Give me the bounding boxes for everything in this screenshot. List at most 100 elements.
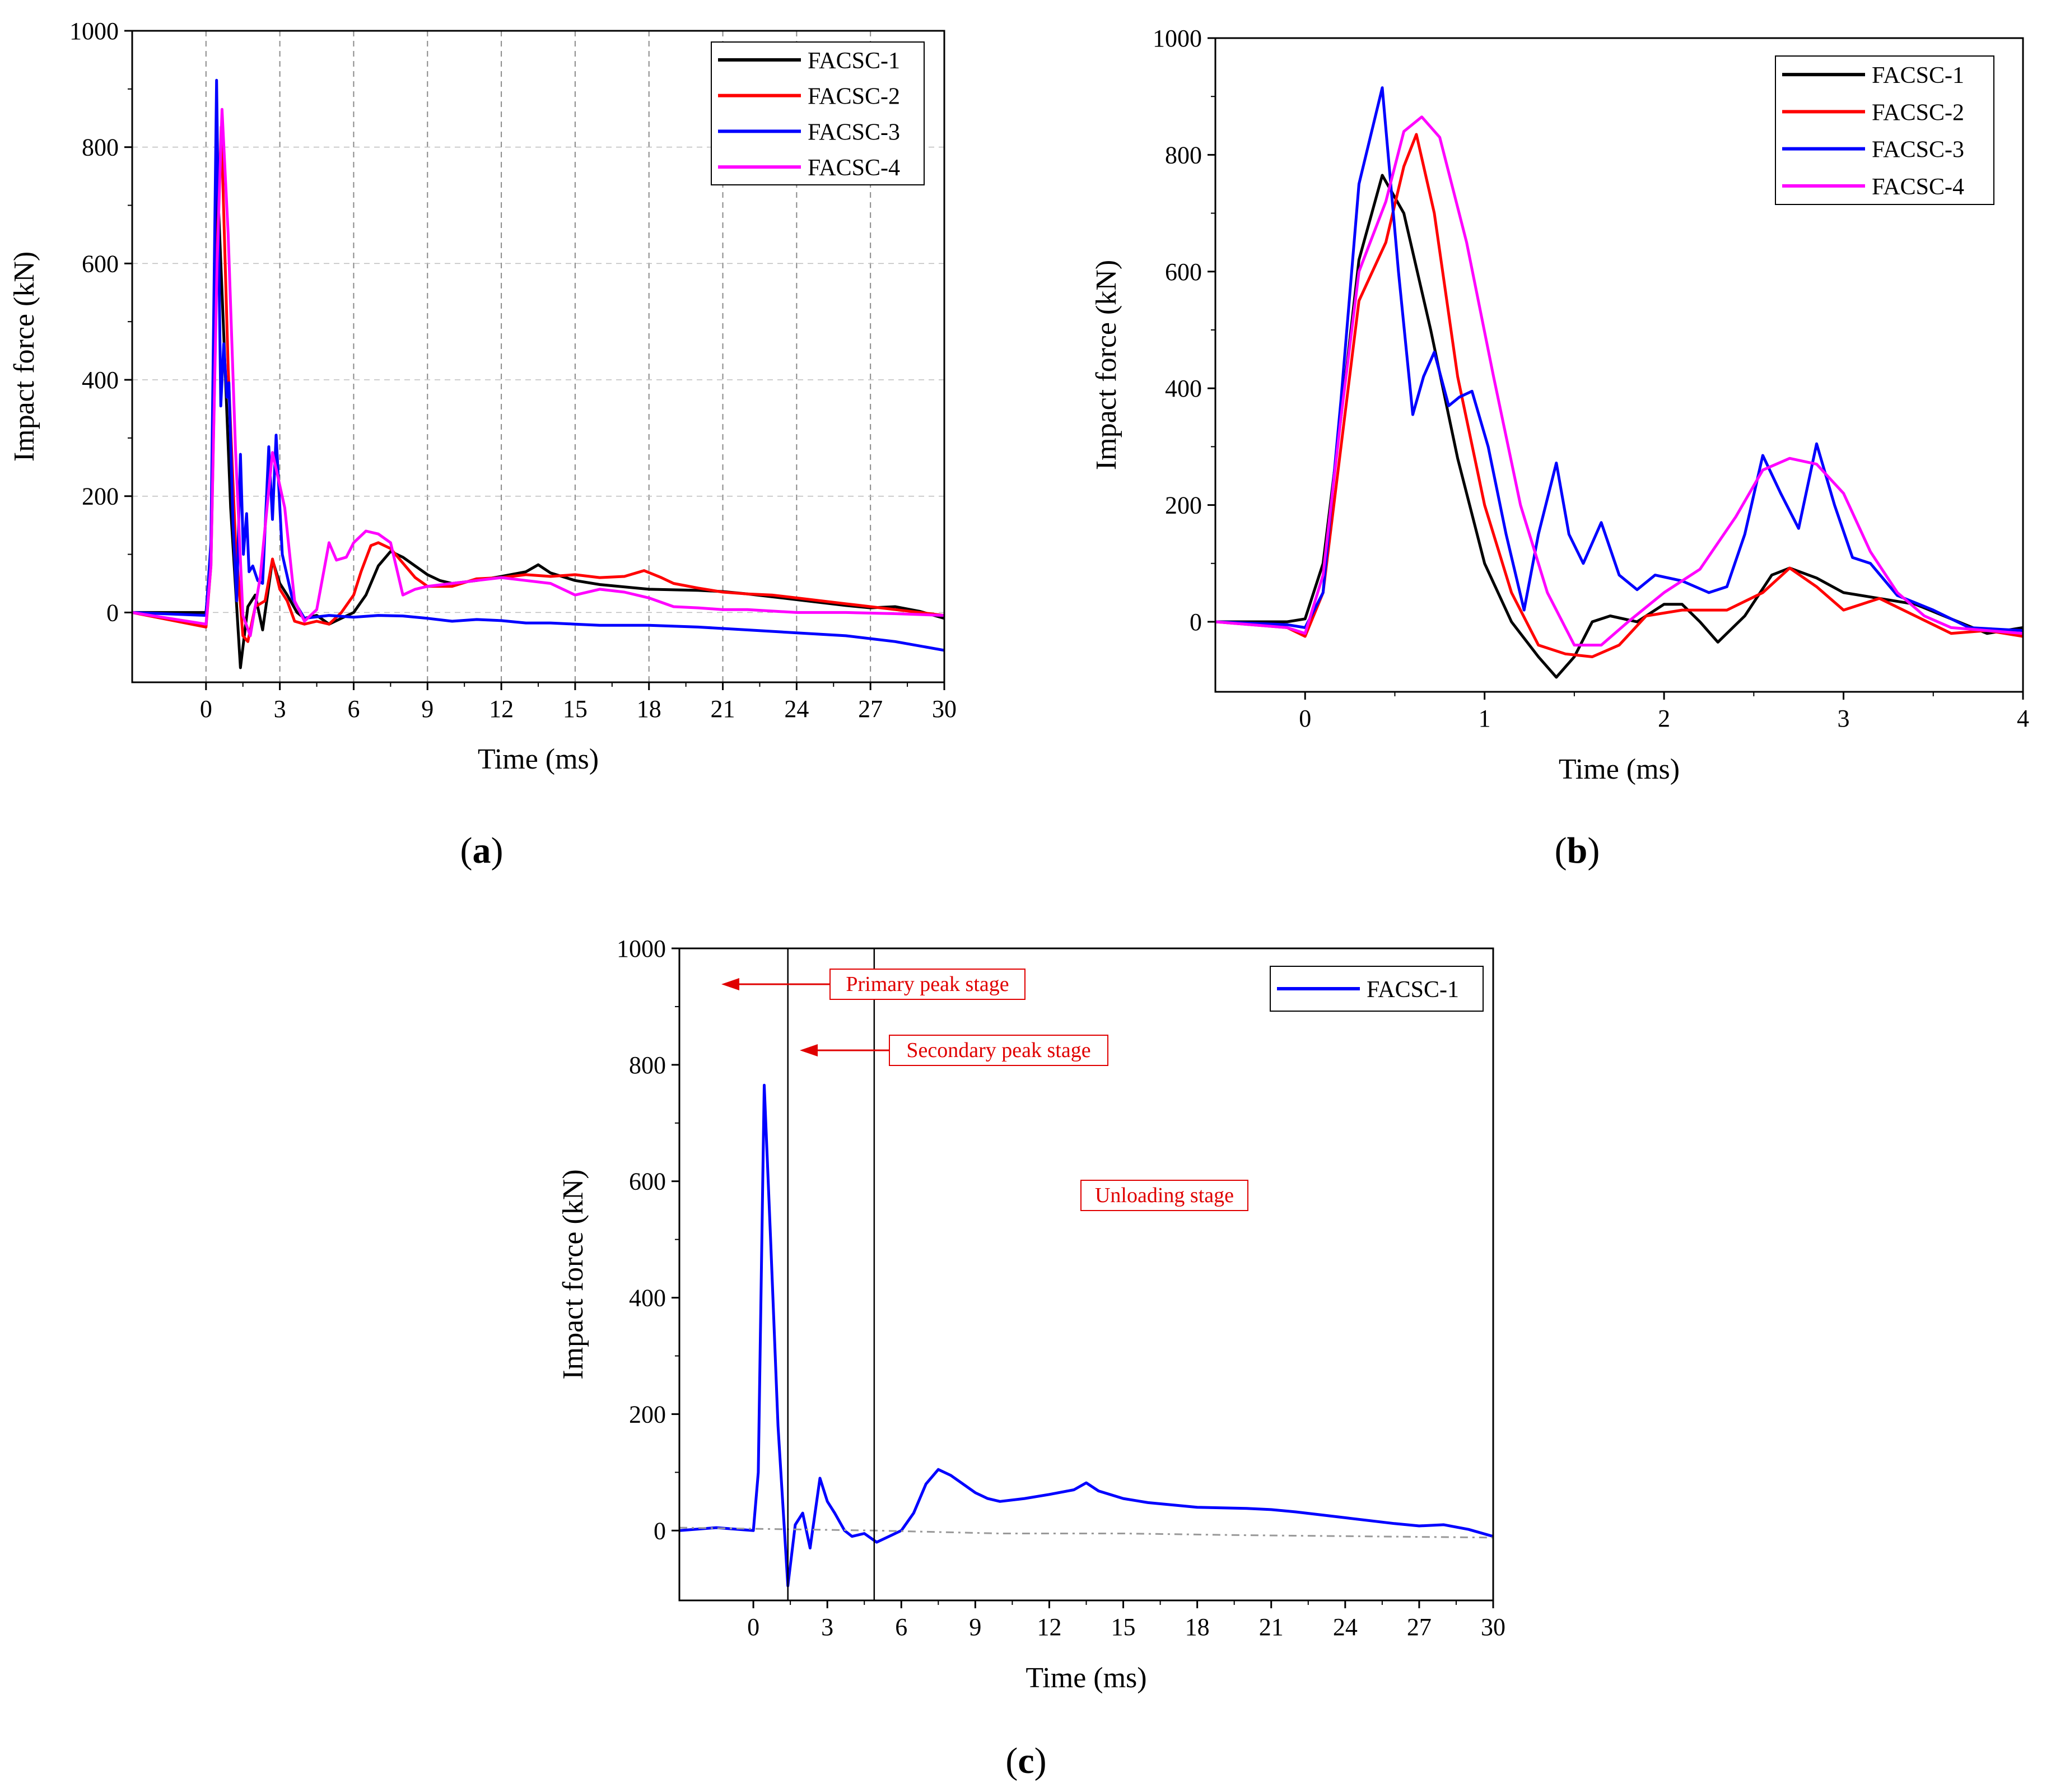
panel-a-y-tick-label-400: 400 bbox=[82, 366, 119, 394]
panel-b-label-letter: b bbox=[1567, 830, 1588, 871]
panel-b-x-tick-label-0: 0 bbox=[1299, 705, 1311, 732]
panel-a-legend-label-1: FACSC-2 bbox=[808, 84, 900, 110]
panel-a-x-tick-label-6: 6 bbox=[347, 695, 360, 723]
panel-b-y-tick-label-800: 800 bbox=[1165, 141, 1202, 169]
panel-c-annotation-box-2 bbox=[1080, 1180, 1248, 1211]
panel-a-x-tick-label-24: 24 bbox=[784, 695, 809, 723]
panel-a-x-tick-label-0: 0 bbox=[200, 695, 212, 723]
panel-a-legend-label-0: FACSC-1 bbox=[808, 48, 900, 74]
panel-c-x-axis-title: Time (ms) bbox=[1026, 1662, 1146, 1694]
panel-b: 0 1 2 3 4 0 200 400 600 800 1000 Time (ms) Impact … bbox=[1090, 25, 2029, 871]
panel-b-y-tick-label-1000: 1000 bbox=[1153, 25, 1202, 52]
panel-c-x-tick-label-24: 24 bbox=[1333, 1613, 1358, 1641]
panel-a: 0 3 6 9 12 15 18 21 24 27 30 0 200 400 600 800 1000 Time… bbox=[8, 17, 957, 871]
panel-b-plot-frame bbox=[1214, 37, 2024, 693]
panel-c-series-line-1 bbox=[679, 1526, 1493, 1539]
panel-c-y-axis-title: Impact force (kN) bbox=[557, 1169, 589, 1379]
panel-b-label: (b) bbox=[1555, 830, 1600, 871]
panel-c-x-tick-label-9: 9 bbox=[969, 1613, 981, 1641]
panel-a-axes: 0 3 6 9 12 15 18 21 24 27 30 0 200 400 600 800 1000 bbox=[69, 17, 957, 723]
panel-b-x-tick-label-3: 3 bbox=[1838, 705, 1850, 732]
panel-a-y-tick-label-600: 600 bbox=[82, 250, 119, 277]
panel-c-y-tick-label-800: 800 bbox=[629, 1051, 666, 1079]
panel-a-legend-box bbox=[711, 41, 925, 185]
panel-c-stage-lines bbox=[787, 948, 875, 1600]
panel-c-annotation-arrow-head-1 bbox=[800, 1044, 818, 1056]
panel-c-x-tick-label-6: 6 bbox=[895, 1613, 907, 1641]
panel-b-series-line-3 bbox=[1215, 115, 2023, 647]
panel-c-x-tick-label-27: 27 bbox=[1407, 1613, 1432, 1641]
panel-c-axes: 0 3 6 9 12 15 18 21 24 27 30 0 200 400 600 800 1000 bbox=[617, 935, 1505, 1641]
panel-a-series-line-2 bbox=[132, 78, 944, 652]
panel-b-legend-label-3: FACSC-4 bbox=[1872, 174, 1964, 200]
panel-b-x-tick-label-4: 4 bbox=[2017, 705, 2029, 732]
panel-c-x-tick-label-30: 30 bbox=[1481, 1613, 1505, 1641]
panel-a-legend: FACSC-1 FACSC-2 FACSC-3 FACSC-4 bbox=[711, 41, 925, 185]
panel-a-x-tick-label-18: 18 bbox=[637, 695, 661, 723]
panel-c-y-tick-label-0: 0 bbox=[654, 1517, 666, 1544]
panel-a-x-tick-label-27: 27 bbox=[858, 695, 883, 723]
panel-c-series bbox=[679, 1083, 1493, 1588]
panel-a-y-axis-title: Impact force (kN) bbox=[8, 252, 40, 462]
panel-c-annotation-label-1: Secondary peak stage bbox=[906, 1039, 1090, 1062]
panel-a-series bbox=[132, 78, 944, 669]
panel-a-legend-label-2: FACSC-3 bbox=[808, 119, 900, 145]
panel-a-x-axis-title: Time (ms) bbox=[478, 743, 599, 775]
panel-c-legend-label-0: FACSC-1 bbox=[1367, 977, 1459, 1003]
panel-c-annotations: Primary peak stage Secondary peak stage Un… bbox=[721, 969, 1248, 1211]
panel-a-series-line-3 bbox=[132, 108, 944, 637]
panel-a-label: (a) bbox=[460, 830, 504, 871]
panel-b-series-line-1 bbox=[1215, 133, 2023, 658]
panel-b-legend-box bbox=[1775, 55, 1994, 205]
panel-c-annotation-label-2: Unloading stage bbox=[1095, 1184, 1234, 1207]
panel-a-x-tick-label-21: 21 bbox=[711, 695, 735, 723]
panel-c-x-tick-label-3: 3 bbox=[821, 1613, 833, 1641]
panel-b-legend-label-1: FACSC-2 bbox=[1872, 100, 1964, 125]
panel-a-y-tick-label-1000: 1000 bbox=[69, 17, 119, 45]
panel-c-x-tick-label-12: 12 bbox=[1037, 1613, 1061, 1641]
panel-b-y-tick-label-0: 0 bbox=[1190, 608, 1202, 636]
panel-a-y-tick-label-200: 200 bbox=[82, 483, 119, 510]
panel-c-x-tick-label-18: 18 bbox=[1185, 1613, 1210, 1641]
panel-a-x-tick-label-12: 12 bbox=[489, 695, 514, 723]
panel-c-y-tick-label-200: 200 bbox=[629, 1400, 666, 1428]
panel-c-annotation-box-1 bbox=[889, 1035, 1108, 1066]
panel-b-x-tick-label-1: 1 bbox=[1479, 705, 1491, 732]
panel-b-legend-label-0: FACSC-1 bbox=[1872, 63, 1964, 89]
panel-a-legend-label-3: FACSC-4 bbox=[808, 155, 900, 181]
panel-b-y-axis-title: Impact force (kN) bbox=[1090, 260, 1122, 470]
panel-c-y-tick-label-400: 400 bbox=[629, 1284, 666, 1312]
panel-b-x-tick-label-2: 2 bbox=[1658, 705, 1670, 732]
panel-c: 0 3 6 9 12 15 18 21 24 27 30 0 200 400 600 800 1000 Time… bbox=[557, 935, 1505, 1781]
panel-b-legend-label-2: FACSC-3 bbox=[1872, 137, 1964, 163]
panel-c-label-letter: c bbox=[1018, 1740, 1034, 1781]
panel-c-y-tick-label-600: 600 bbox=[629, 1168, 666, 1195]
panel-a-x-tick-label-15: 15 bbox=[563, 695, 588, 723]
panel-a-series-line-1 bbox=[132, 125, 944, 643]
panel-a-y-tick-label-800: 800 bbox=[82, 134, 119, 161]
panel-b-series bbox=[1215, 86, 2023, 679]
panel-b-legend: FACSC-1 FACSC-2 FACSC-3 FACSC-4 bbox=[1775, 55, 1994, 205]
panel-a-y-tick-label-0: 0 bbox=[106, 599, 119, 626]
panel-b-y-tick-label-400: 400 bbox=[1165, 375, 1202, 402]
panel-c-x-tick-label-0: 0 bbox=[747, 1613, 759, 1641]
panel-b-x-axis-title: Time (ms) bbox=[1559, 753, 1680, 785]
panel-a-label-letter: a bbox=[473, 830, 491, 871]
panel-a-x-tick-label-3: 3 bbox=[274, 695, 286, 723]
panel-c-label: (c) bbox=[1005, 1740, 1046, 1781]
panel-b-y-tick-label-600: 600 bbox=[1165, 258, 1202, 286]
panel-c-series-line-0 bbox=[679, 1083, 1493, 1588]
panel-c-annotation-arrow-head-0 bbox=[721, 978, 739, 990]
panel-a-x-tick-label-30: 30 bbox=[932, 695, 957, 723]
panel-c-x-tick-label-15: 15 bbox=[1111, 1613, 1136, 1641]
panel-b-axes: 0 1 2 3 4 0 200 400 600 800 1000 bbox=[1153, 25, 2029, 732]
panel-c-y-tick-label-1000: 1000 bbox=[617, 935, 666, 962]
panel-b-series-line-0 bbox=[1215, 174, 2023, 679]
panel-c-x-tick-label-21: 21 bbox=[1259, 1613, 1284, 1641]
panel-c-legend: FACSC-1 bbox=[1270, 966, 1484, 1012]
panel-c-annotation-label-0: Primary peak stage bbox=[846, 972, 1009, 996]
panel-b-y-tick-label-200: 200 bbox=[1165, 492, 1202, 519]
panel-a-x-tick-label-9: 9 bbox=[421, 695, 433, 723]
